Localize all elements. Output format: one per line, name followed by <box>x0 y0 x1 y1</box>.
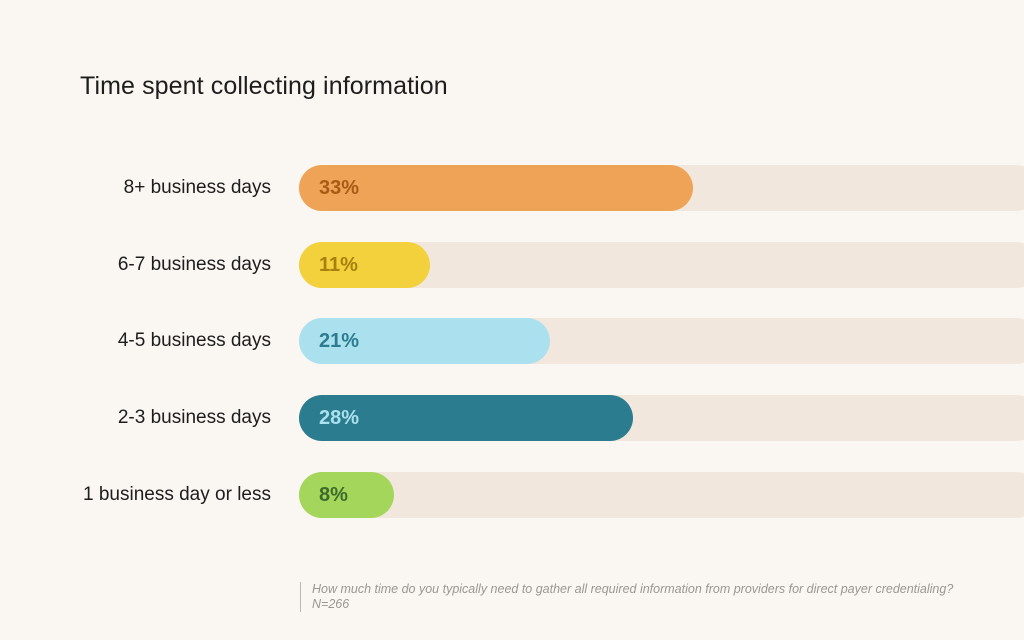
bar-row: 8+ business days 33% <box>0 165 1024 211</box>
bar-row: 1 business day or less 8% <box>0 471 1024 518</box>
category-label: 6-7 business days <box>117 253 271 275</box>
bar <box>299 241 431 288</box>
bar-row: 4-5 business days 21% <box>0 318 1024 365</box>
bar-row: 6-7 business days 11% <box>0 241 1024 288</box>
category-label: 2-3 business days <box>117 407 271 429</box>
footnote-sample-size: N=266 <box>312 597 350 611</box>
bar <box>299 318 550 365</box>
data-label: 21% <box>319 330 360 353</box>
bar <box>299 395 634 442</box>
data-label: 28% <box>319 407 360 430</box>
footnote: How much time do you typically need to g… <box>300 582 1012 612</box>
data-label: 11% <box>319 253 358 276</box>
data-label: 8% <box>319 483 348 506</box>
footnote-question: How much time do you typically need to g… <box>312 582 954 596</box>
category-label: 8+ business days <box>123 177 271 198</box>
bar-track <box>299 471 1024 518</box>
category-label: 4-5 business days <box>117 330 271 352</box>
category-label: 1 business day or less <box>83 483 271 505</box>
chart-title: Time spent collecting information <box>80 72 448 100</box>
bar-row: 2-3 business days 28% <box>0 395 1024 442</box>
data-label: 33% <box>319 177 360 199</box>
bar <box>299 471 395 518</box>
bar <box>299 165 693 211</box>
